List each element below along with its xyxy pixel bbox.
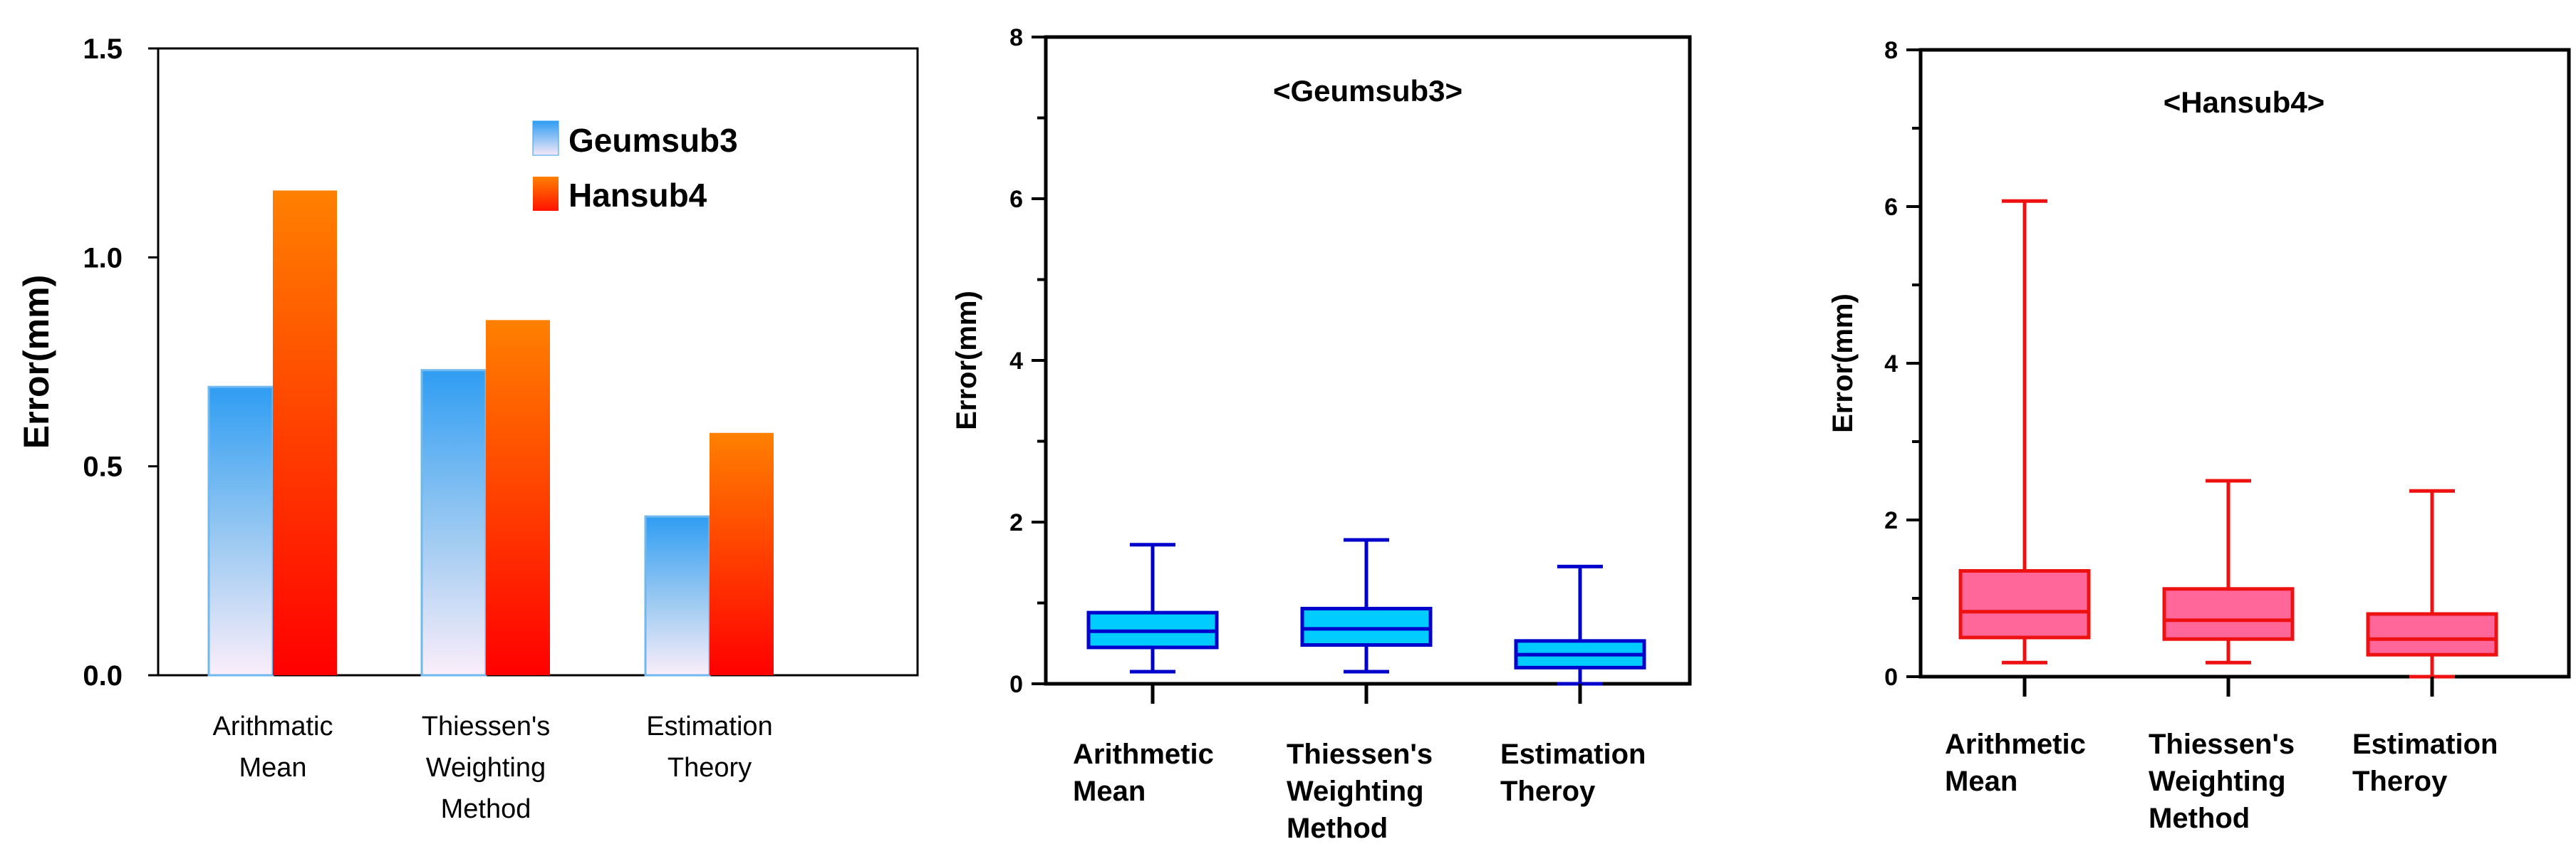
legend-label-hansub4: Hansub4 <box>568 177 707 214</box>
hansub4-x-tick-label: Thiessen's Weighting Method <box>2149 729 2295 834</box>
bar-chart: 0.0 0.5 1.0 1.5 Arithmatic Mean Thiessen's Wei… <box>16 33 919 824</box>
geumsub3-y-axis-label: Error(mm) <box>951 291 982 430</box>
legend-label-geumsub3: Geumsub3 <box>568 122 738 159</box>
hansub4-y-axis-label: Error(mm) <box>1827 293 1859 433</box>
hansub4-x-tick-label: Arithmetic Mean <box>1945 729 2086 797</box>
bar-chart-y-tick-label: 0.5 <box>83 452 123 483</box>
box-plot-hansub4: <Hansub4> 0 2 4 6 8 Arithmetic Mean Thiessen's… <box>1827 37 2571 834</box>
legend-swatch-geumsub3 <box>532 120 559 156</box>
hansub4-x-tick-label: Estimation Theroy <box>2352 729 2498 797</box>
geumsub3-chart-title: <Geumsub3> <box>1273 74 1463 108</box>
geumsub3-y-tick-label: 0 <box>1009 671 1023 698</box>
geumsub3-x-tick-label: Estimation Theroy <box>1500 739 1646 807</box>
bar-hansub4-2 <box>710 432 774 675</box>
bar-chart-y-tick-label: 0.0 <box>83 660 123 692</box>
geumsub3-box <box>1300 606 1433 647</box>
hansub4-y-tick-label: 8 <box>1884 37 1898 64</box>
bar-geumsub3-1 <box>420 369 487 677</box>
geumsub3-y-tick-label: 2 <box>1009 509 1023 536</box>
bar-geumsub3-2 <box>644 515 711 677</box>
bar-geumsub3-0 <box>207 385 274 677</box>
hansub4-box <box>1958 569 2091 640</box>
legend-swatch-hansub4 <box>533 177 559 211</box>
hansub4-chart-title: <Hansub4> <box>2164 85 2325 119</box>
bar-chart-legend: Geumsub3 Hansub4 <box>532 120 738 214</box>
geumsub3-y-tick-label: 8 <box>1009 24 1023 51</box>
geumsub3-y-tick-label: 6 <box>1009 186 1023 213</box>
hansub4-y-tick-label: 4 <box>1884 350 1898 378</box>
hansub4-y-tick-label: 6 <box>1884 194 1898 221</box>
bar-chart-y-tick-label: 1.0 <box>83 242 123 274</box>
hansub4-y-tick-label: 0 <box>1884 664 1898 691</box>
geumsub3-y-tick-label: 4 <box>1009 348 1023 375</box>
bar-hansub4-1 <box>486 320 550 675</box>
hansub4-box <box>2162 587 2295 641</box>
geumsub3-x-tick-label: Arithmetic Mean <box>1073 739 1214 807</box>
bar-hansub4-0 <box>273 190 337 675</box>
bar-chart-x-tick-label: Thiessen's Weighting Method <box>422 712 550 824</box>
box-plot-geumsub3: <Geumsub3> 0 2 4 6 8 Arithmetic Mean Thiessen'… <box>951 24 1692 844</box>
hansub4-box <box>2366 612 2498 657</box>
geumsub3-x-tick-label: Thiessen's Weighting Method <box>1287 739 1433 844</box>
bar-chart-x-tick-label: Estimation Theory <box>646 712 772 783</box>
bar-chart-x-tick-label: Arithmatic Mean <box>213 712 333 783</box>
bar-chart-y-axis-label: Error(mm) <box>16 275 56 449</box>
bar-chart-y-tick-label: 1.5 <box>83 33 123 65</box>
hansub4-y-tick-label: 2 <box>1884 507 1898 534</box>
